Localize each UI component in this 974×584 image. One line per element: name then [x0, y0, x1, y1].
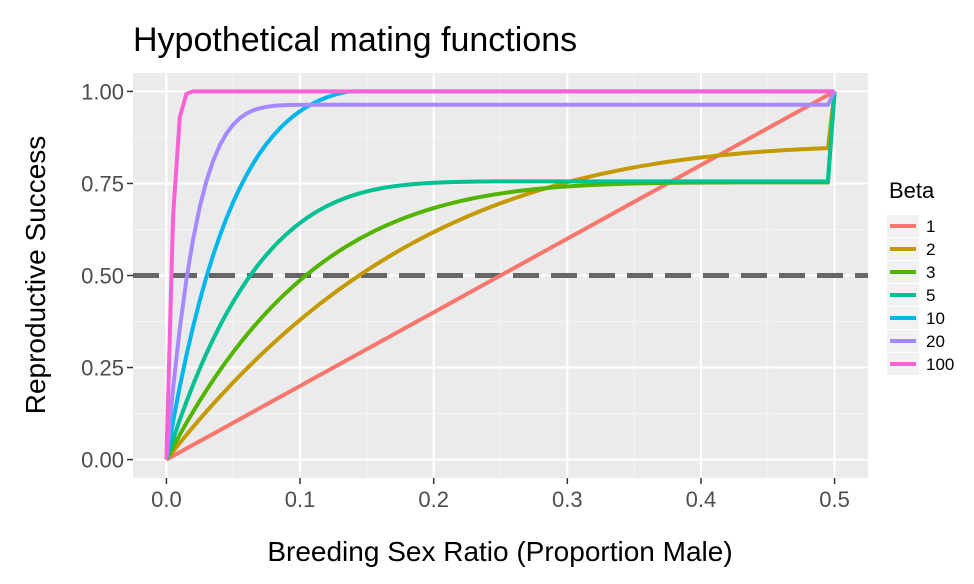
legend-label-beta-3: 3: [926, 263, 935, 282]
x-axis-title: Breeding Sex Ratio (Proportion Male): [267, 536, 732, 567]
y-tick-label: 0.50: [81, 264, 124, 289]
y-tick-label: 1.00: [81, 79, 124, 104]
series-line-beta-5: [164, 91, 837, 461]
series-line-beta-100: [164, 89, 835, 460]
y-axis-ticks: 0.00 0.25 0.50 0.75 1.00: [81, 79, 133, 473]
legend: Beta 1 2 3 5 10 20 100: [887, 178, 954, 375]
legend-label-beta-2: 2: [926, 240, 935, 259]
legend-items: 1 2 3 5 10 20 100: [887, 215, 954, 375]
legend-label-beta-1: 1: [926, 217, 935, 236]
series-line-beta-20: [164, 90, 837, 460]
legend-label-beta-5: 5: [926, 286, 935, 305]
x-axis-ticks: 0.0 0.1 0.2 0.3 0.4 0.5: [151, 478, 850, 512]
legend-label-beta-20: 20: [926, 332, 945, 351]
chart-title: Hypothetical mating functions: [133, 21, 577, 59]
legend-title: Beta: [889, 178, 935, 203]
series-line-beta-2: [164, 91, 837, 461]
x-tick-label: 0.2: [418, 487, 449, 512]
x-tick-label: 0.1: [285, 487, 316, 512]
y-tick-label: 0.00: [81, 448, 124, 473]
x-tick-label: 0.0: [151, 487, 182, 512]
x-tick-label: 0.3: [552, 487, 583, 512]
legend-label-beta-10: 10: [926, 309, 945, 328]
y-axis-title: Reproductive Success: [20, 136, 51, 415]
series-group: [164, 89, 837, 462]
x-tick-label: 0.4: [686, 487, 717, 512]
series-line-beta-1: [165, 89, 836, 462]
x-tick-label: 0.5: [819, 487, 850, 512]
y-tick-label: 0.75: [81, 171, 124, 196]
y-tick-label: 0.25: [81, 356, 124, 381]
legend-label-beta-100: 100: [926, 355, 954, 374]
